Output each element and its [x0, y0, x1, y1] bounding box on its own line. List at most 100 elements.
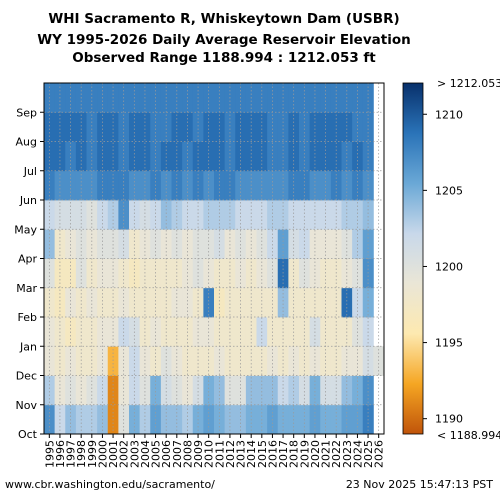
source-url[interactable]: www.cbr.washington.edu/sacramento/ [5, 478, 215, 491]
heatmap-cell [107, 141, 119, 172]
heatmap-cell [214, 346, 226, 376]
heatmap-cell [192, 346, 204, 376]
heatmap-cell [341, 287, 353, 318]
heatmap-cell [44, 112, 56, 142]
heatmap-cell [86, 375, 98, 406]
heatmap-cells [44, 83, 385, 435]
heatmap-cell [54, 287, 66, 318]
heatmap-cell [75, 346, 87, 376]
x-tick-label: 2004 [139, 440, 152, 468]
heatmap-cell [373, 346, 385, 376]
x-tick-label: 2023 [341, 440, 354, 468]
heatmap-cell [214, 375, 226, 406]
heatmap-cell [75, 141, 87, 172]
y-tick-label: Dec [16, 370, 37, 383]
heatmap-cell [309, 375, 321, 406]
heatmap-cell [224, 287, 236, 318]
heatmap-cell [362, 200, 374, 230]
heatmap-cell [256, 200, 268, 230]
x-tick-label: 2025 [362, 440, 375, 468]
x-tick-label: 2022 [330, 440, 343, 468]
heatmap-cell [54, 200, 66, 230]
heatmap-cell [235, 375, 247, 406]
x-tick-label: 2026 [373, 440, 386, 468]
y-tick-label: Oct [18, 428, 38, 441]
x-tick-label: 2005 [150, 440, 163, 468]
heatmap-cell [150, 112, 162, 142]
heatmap-cell [309, 112, 321, 142]
x-tick-label: 2002 [118, 440, 131, 468]
chart-title-line-1: WHI Sacramento R, Whiskeytown Dam (USBR) [48, 11, 400, 27]
heatmap-cell [235, 346, 247, 376]
heatmap-cell [44, 200, 56, 230]
heatmap-cell [203, 141, 215, 172]
y-tick-label: Jan [19, 340, 37, 353]
heatmap-cell [256, 375, 268, 406]
heatmap-cell [256, 112, 268, 142]
heatmap-cell [97, 287, 109, 318]
heatmap-cell [182, 200, 194, 230]
heatmap-cell [320, 141, 332, 172]
heatmap-cell [309, 200, 321, 230]
heatmap-cell [44, 141, 56, 172]
x-tick-label: 1997 [65, 440, 78, 468]
y-axis: Oct Nov Dec Jan Feb Mar Apr May Jun Jul Aug Sep [14, 106, 44, 441]
heatmap-cell [139, 200, 151, 230]
heatmap-cell [192, 141, 204, 172]
heatmap-cell [320, 346, 332, 376]
x-tick-label: 2024 [351, 440, 364, 468]
heatmap-cell [362, 287, 374, 318]
heatmap-cell [65, 112, 77, 142]
heatmap-cell [320, 375, 332, 406]
colorbar-max-label: > 1212.053 [437, 77, 500, 90]
heatmap-cell [341, 375, 353, 406]
y-tick-label: Aug [16, 136, 37, 149]
x-tick-label: 2012 [224, 440, 237, 468]
heatmap-cell [129, 287, 141, 318]
x-tick-label: 2013 [235, 440, 248, 468]
x-tick-label: 2016 [266, 440, 279, 468]
x-tick-label: 2018 [288, 440, 301, 468]
heatmap-cell [65, 287, 77, 318]
heatmap-cell [267, 112, 279, 142]
heatmap-cell [129, 375, 141, 406]
heatmap-cell [352, 200, 364, 230]
heatmap-cell [171, 112, 183, 142]
heatmap-cell [75, 200, 87, 230]
heatmap-cell [245, 375, 257, 406]
heatmap-cell [97, 200, 109, 230]
heatmap-cell [330, 375, 342, 406]
heatmap-cell [352, 287, 364, 318]
heatmap-cell [129, 112, 141, 142]
heatmap-cell [288, 200, 300, 230]
heatmap-cell [86, 287, 98, 318]
heatmap-cell [352, 112, 364, 142]
heatmap-cell [150, 375, 162, 406]
heatmap-cell [150, 287, 162, 318]
heatmap-cell [214, 141, 226, 172]
x-tick-label: 1999 [86, 440, 99, 468]
heatmap-cell [203, 287, 215, 318]
heatmap-cell [65, 375, 77, 406]
heatmap-cell [288, 375, 300, 406]
heatmap-cell [245, 141, 257, 172]
colorbar-tick-label: 1205 [435, 184, 463, 197]
heatmap-cell [277, 112, 289, 142]
heatmap-cell [150, 141, 162, 172]
heatmap-cell [54, 346, 66, 376]
heatmap-cell [330, 346, 342, 376]
heatmap-cell [65, 141, 77, 172]
heatmap-cell [214, 200, 226, 230]
x-tick-label: 2015 [256, 440, 269, 468]
heatmap-cell [245, 200, 257, 230]
heatmap-cell [235, 287, 247, 318]
heatmap-cell [267, 375, 279, 406]
x-tick-label: 2009 [192, 440, 205, 468]
heatmap-cell [118, 346, 130, 376]
heatmap-cell [362, 375, 374, 406]
heatmap-cell [139, 287, 151, 318]
y-tick-label: Jun [19, 194, 37, 207]
heatmap-cell [256, 141, 268, 172]
generated-timestamp: 23 Nov 2025 15:47:13 PST [345, 478, 493, 491]
heatmap-cell [245, 287, 257, 318]
